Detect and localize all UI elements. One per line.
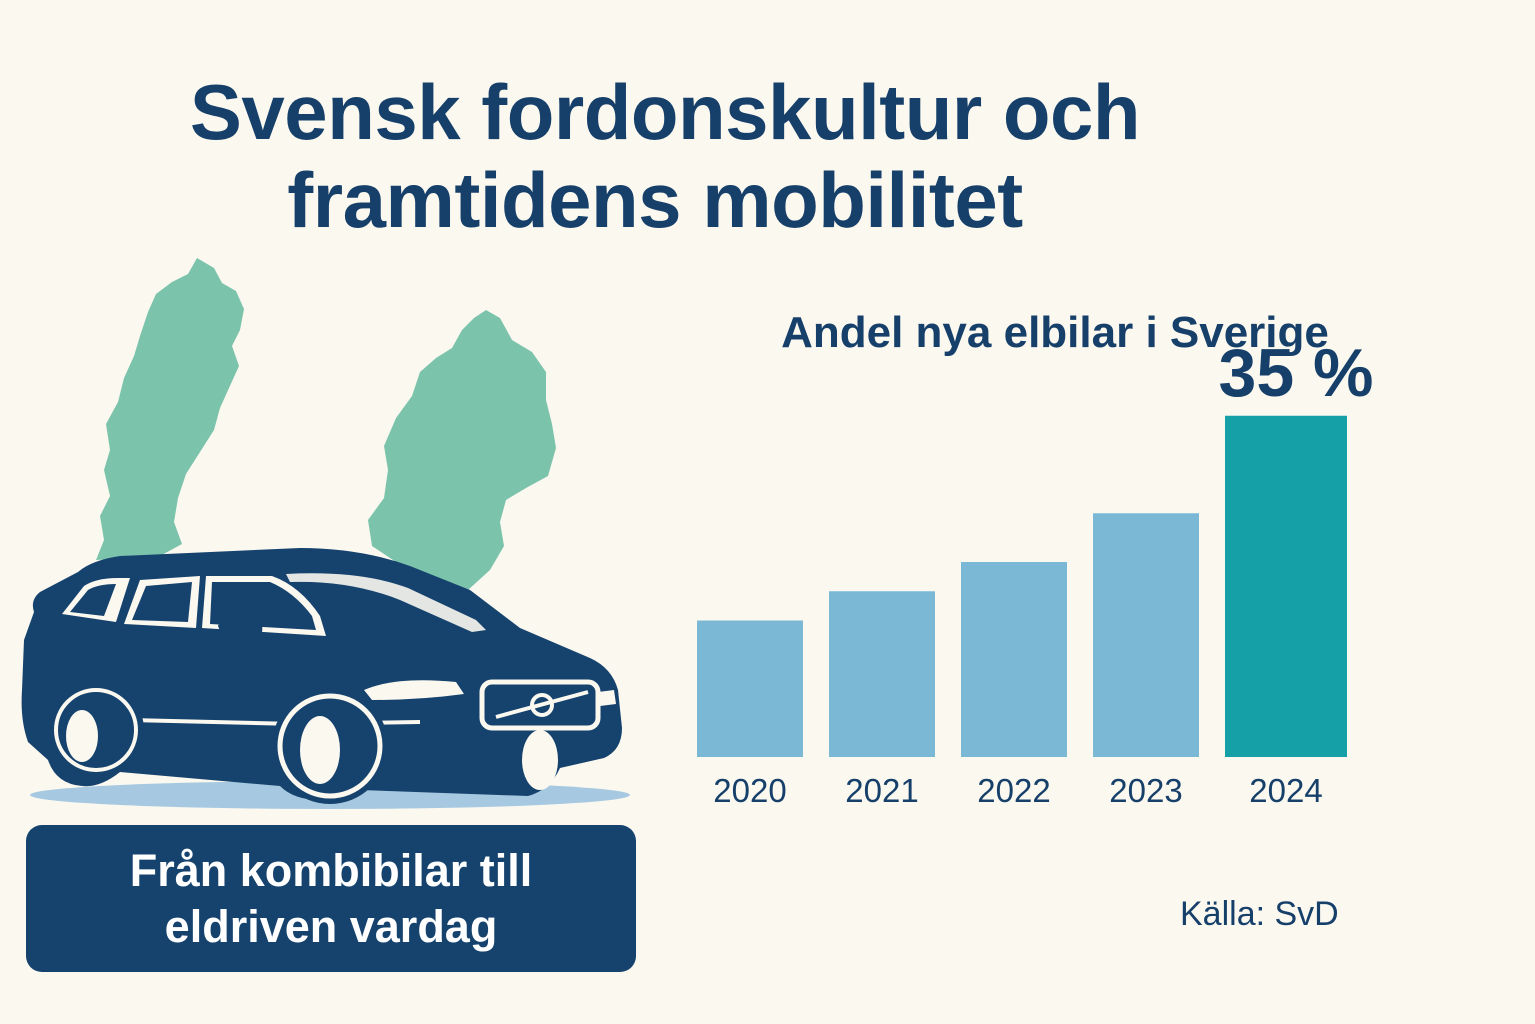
- page-title-line-1: Svensk fordonskultur och: [189, 68, 1141, 156]
- bar-2021: [829, 591, 935, 757]
- tick-label-2021: 2021: [845, 772, 918, 809]
- sweden-map-left-icon: [96, 258, 244, 560]
- illustration: [21, 258, 630, 809]
- data-label-2024: 35 %: [1219, 335, 1374, 411]
- tick-label-2020: 2020: [713, 772, 786, 809]
- bar-2024: [1225, 415, 1347, 757]
- sweden-map-right-icon: [368, 310, 556, 596]
- caption-box: Från kombibilar till eldriven vardag: [26, 825, 636, 972]
- chart-title: Andel nya elbilar i Sverige: [781, 308, 1329, 357]
- source-label: Källa: SvD: [1180, 895, 1339, 933]
- caption-line-2: eldriven vardag: [164, 900, 498, 952]
- bar-2022: [961, 562, 1067, 757]
- car-icon: [21, 548, 623, 804]
- bar-2020: [697, 620, 803, 757]
- tick-label-2024: 2024: [1249, 772, 1322, 809]
- page-title: Svensk fordonskultur och framtidens mobi…: [0, 68, 1330, 244]
- page-title-line-2: framtidens mobilitet: [287, 156, 1023, 244]
- caption-line-1: Från kombibilar till: [129, 844, 533, 896]
- bar-2023: [1093, 513, 1199, 757]
- tick-label-2022: 2022: [977, 772, 1050, 809]
- tick-label-2023: 2023: [1109, 772, 1182, 809]
